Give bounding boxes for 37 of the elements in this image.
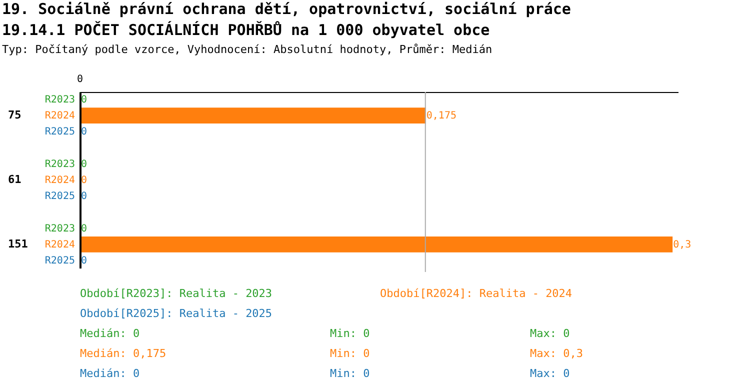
y-tick-label: 151 bbox=[8, 237, 28, 250]
text: Období[R2024]: Realita - 2024 bbox=[380, 287, 572, 300]
text: R2023 bbox=[44, 158, 75, 170]
data-label: 0 bbox=[81, 256, 88, 267]
data-label: 0,175 bbox=[426, 110, 456, 122]
text: Min: 0 bbox=[330, 367, 370, 380]
text: Max: 0 bbox=[530, 367, 570, 380]
text: Medián: 0,175 bbox=[80, 347, 166, 360]
data-label: 0 bbox=[81, 94, 88, 106]
series-label: R2024 bbox=[44, 110, 75, 122]
text: Min: 0 bbox=[330, 327, 370, 340]
text: R2024 bbox=[44, 175, 75, 186]
data-label: 0 bbox=[81, 191, 88, 202]
text: Min: 0 bbox=[330, 347, 370, 360]
data-label: 0 bbox=[81, 223, 88, 234]
series-label: R2023 bbox=[44, 94, 75, 106]
data-label: 0 bbox=[81, 158, 88, 170]
text: 0 bbox=[77, 74, 84, 85]
data-label: 0 bbox=[81, 126, 88, 138]
text: Max: 0 bbox=[530, 327, 570, 340]
y-tick-label: 75 bbox=[8, 108, 22, 122]
data-label: 0,3 bbox=[673, 239, 692, 250]
chart-subtitle: 19.14.1 POČET SOCIÁLNÍCH POHŘBŮ na 1 000 obyvatel obce bbox=[2, 21, 490, 39]
text: Období[R2025]: Realita - 2025 bbox=[80, 307, 272, 320]
text: R2023 bbox=[44, 223, 75, 234]
text: Období[R2023]: Realita - 2023 bbox=[80, 287, 272, 300]
series-label: R2025 bbox=[44, 126, 75, 138]
text: Max: 0,3 bbox=[530, 347, 583, 360]
text: Typ: Počítaný podle vzorce, Vyhodnocení: Absolutní hodnoty, Průměr: Medián bbox=[2, 43, 492, 56]
text: Medián: 0 bbox=[80, 327, 140, 340]
chart-title: 19. Sociálně právní ochrana dětí, opatrovnictví, sociální práce bbox=[2, 0, 571, 18]
data-label: 0 bbox=[81, 175, 88, 186]
y-tick-label: 61 bbox=[8, 173, 22, 186]
text: R2025 bbox=[44, 256, 75, 267]
text: Medián: 0 bbox=[80, 367, 140, 380]
text: R2024 bbox=[44, 239, 75, 250]
text: R2025 bbox=[44, 191, 75, 202]
